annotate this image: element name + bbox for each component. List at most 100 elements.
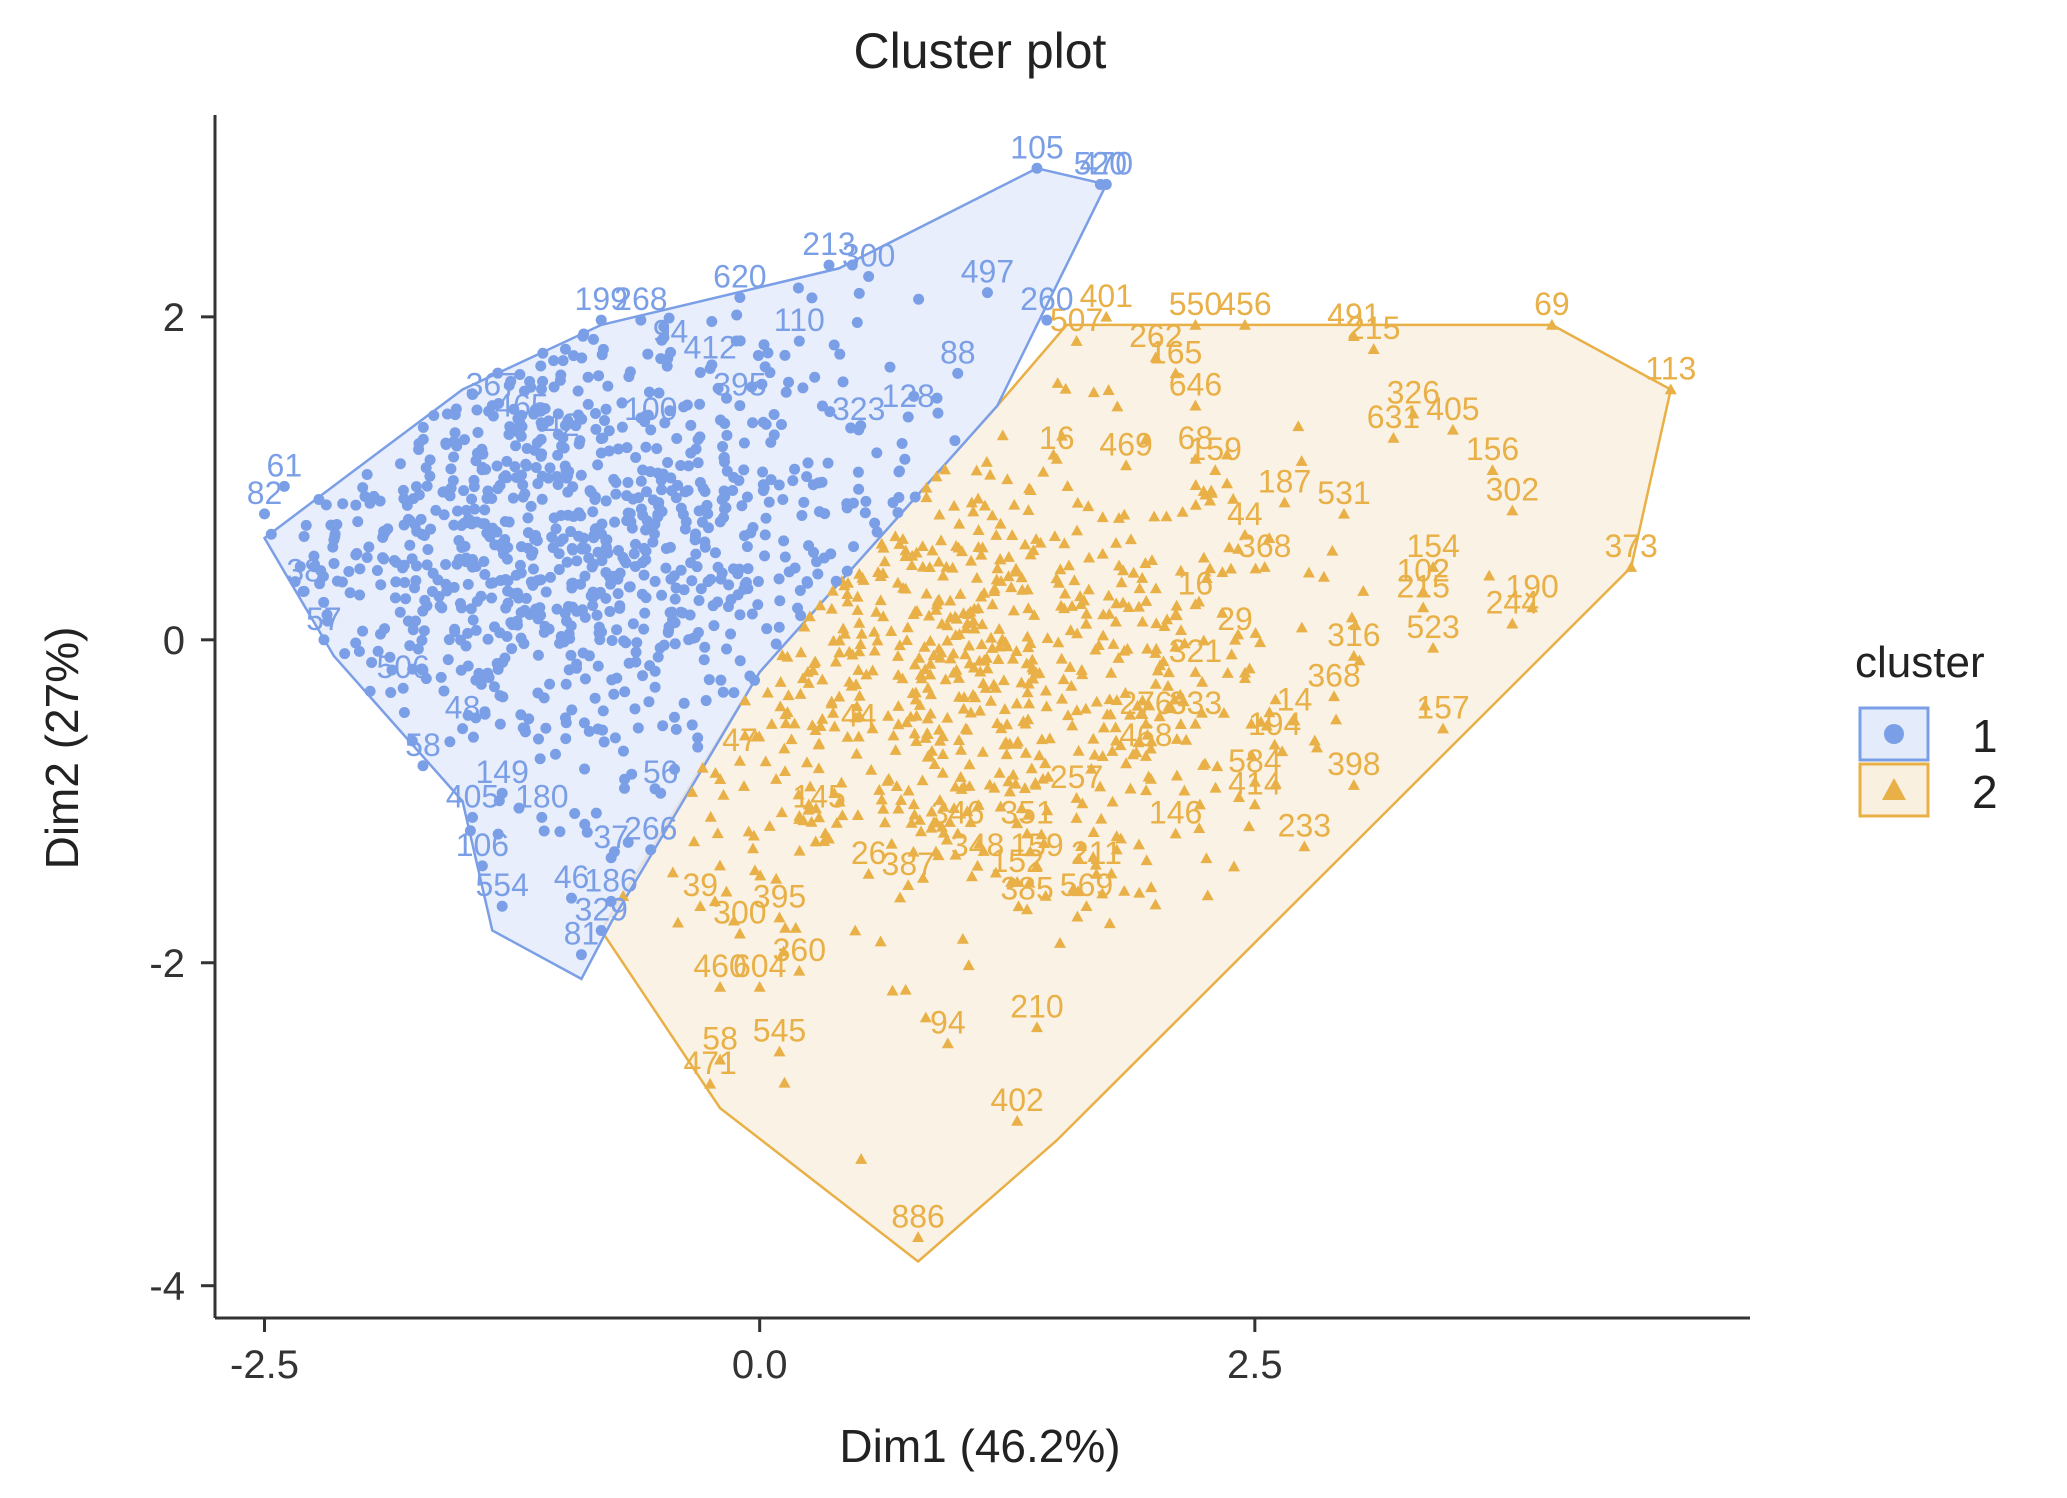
cluster-1-point xyxy=(734,335,746,347)
cluster-2-point xyxy=(1072,852,1085,864)
cluster-1-point xyxy=(560,733,572,745)
cluster-1-point xyxy=(375,579,387,591)
cluster-2-point xyxy=(1545,318,1558,330)
cluster-2-point xyxy=(812,762,825,774)
cluster-2-point xyxy=(1132,600,1145,612)
cluster-2-point xyxy=(873,784,886,795)
cluster-1-point xyxy=(698,654,710,666)
cluster-2-point xyxy=(965,554,978,566)
cluster-1-point xyxy=(610,488,622,500)
cluster-2-point xyxy=(1243,820,1256,832)
cluster-2-point xyxy=(1075,840,1088,852)
cluster-2-point xyxy=(865,763,878,775)
cluster-2-point xyxy=(1062,559,1075,571)
cluster-2-point xyxy=(953,734,966,745)
cluster-1-point xyxy=(618,782,630,794)
cluster-2-point xyxy=(1106,745,1119,756)
cluster-2-point xyxy=(1260,719,1273,731)
cluster-1-point xyxy=(739,578,751,590)
cluster-2-point xyxy=(979,682,992,693)
cluster-1-point xyxy=(320,499,332,511)
cluster-1-point xyxy=(721,392,733,404)
cluster-1-point xyxy=(614,602,626,614)
cluster-1-point xyxy=(507,492,519,504)
cluster-1-point xyxy=(616,397,628,409)
cluster-1-point xyxy=(757,485,769,497)
cluster-2-point xyxy=(950,540,963,551)
cluster-1-point xyxy=(471,404,483,416)
cluster-2-point xyxy=(1110,536,1123,548)
cluster-2-point xyxy=(855,627,868,639)
cluster-2-point xyxy=(803,610,816,622)
cluster-2-point xyxy=(1224,562,1237,574)
cluster-2-point-label: 385 xyxy=(1000,870,1053,906)
cluster-1-point xyxy=(851,317,863,329)
cluster-2-point xyxy=(910,735,923,747)
cluster-2-point xyxy=(1070,812,1083,823)
cluster-2-point-label: 302 xyxy=(1486,472,1539,508)
cluster-1-point xyxy=(539,403,551,415)
cluster-1-point-label: 395 xyxy=(713,367,766,403)
cluster-1-point xyxy=(587,333,599,345)
cluster-2-point xyxy=(926,544,939,556)
cluster-2-point xyxy=(882,772,895,784)
cluster-1-point xyxy=(582,398,594,410)
cluster-2-point xyxy=(1080,900,1093,912)
cluster-1-point xyxy=(421,559,433,571)
cluster-1-point xyxy=(630,452,642,464)
cluster-1-point xyxy=(379,623,391,635)
cluster-2-point xyxy=(1254,636,1267,648)
cluster-2-point xyxy=(972,541,985,552)
cluster-1-point xyxy=(328,557,340,569)
cluster-1-point xyxy=(318,634,330,646)
legend-title: cluster xyxy=(1855,638,1985,687)
cluster-2-point xyxy=(935,617,948,629)
cluster-2-point xyxy=(686,786,699,797)
cluster-1-point xyxy=(834,348,846,360)
cluster-2-point xyxy=(777,945,790,957)
cluster-1-point xyxy=(752,576,764,588)
cluster-1-point xyxy=(590,807,602,819)
cluster-1-point xyxy=(406,553,418,565)
cluster-2-point xyxy=(878,555,891,567)
cluster-1-point xyxy=(807,479,819,491)
cluster-1-point xyxy=(700,695,712,707)
cluster-2-point xyxy=(885,625,898,636)
cluster-2-point xyxy=(1104,708,1117,720)
cluster-2-point xyxy=(856,571,869,583)
cluster-1-point xyxy=(860,495,872,507)
cluster-2-point xyxy=(959,622,972,634)
cluster-1-point xyxy=(709,547,721,559)
cluster-1-point xyxy=(515,541,527,553)
cluster-1-point xyxy=(774,595,786,607)
cluster-1-point xyxy=(792,282,804,294)
cluster-1-point xyxy=(436,602,448,614)
cluster-1-point xyxy=(662,457,674,469)
cluster-1-point xyxy=(853,424,865,436)
cluster-2-point xyxy=(938,463,951,475)
cluster-2-point xyxy=(1082,583,1095,595)
cluster-1-point xyxy=(546,531,558,543)
cluster-2-point xyxy=(1225,648,1238,660)
cluster-2-point-label: 545 xyxy=(753,1013,806,1049)
cluster-2-point xyxy=(933,794,946,805)
cluster-2-point xyxy=(899,983,912,995)
cluster-1-point xyxy=(712,561,724,573)
cluster-1-point xyxy=(640,441,652,453)
cluster-2-point-label: 468 xyxy=(1119,717,1172,753)
cluster-2-point xyxy=(924,688,937,700)
cluster-1-point xyxy=(608,473,620,485)
cluster-1-point xyxy=(652,651,664,663)
cluster-2-point xyxy=(1008,498,1021,510)
cluster-1-point xyxy=(637,670,649,682)
legend-triangle-icon xyxy=(1882,778,1906,800)
cluster-2-point xyxy=(1010,645,1023,656)
cluster-1-point xyxy=(344,587,356,599)
cluster-2-point xyxy=(1258,561,1271,572)
cluster-2-point xyxy=(1189,598,1202,610)
cluster-2-point xyxy=(822,832,835,844)
cluster-2-point xyxy=(1056,429,1069,441)
cluster-1-point xyxy=(538,825,550,837)
cluster-2-point xyxy=(1064,624,1077,636)
